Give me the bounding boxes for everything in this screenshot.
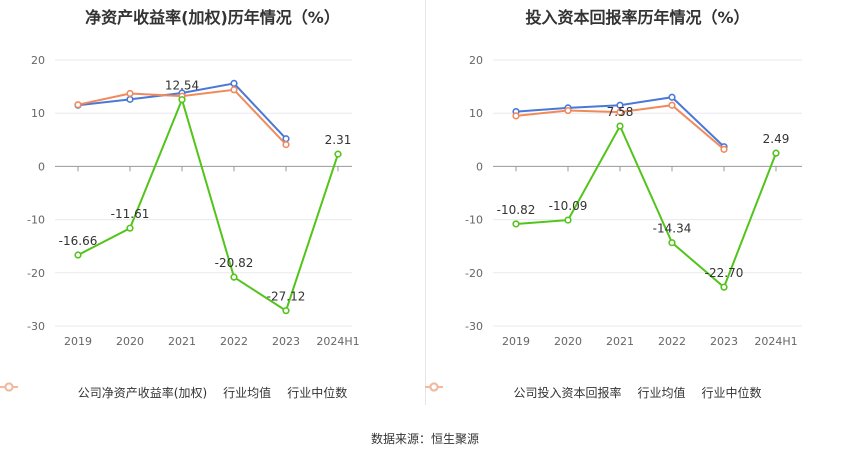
data-point	[230, 86, 238, 94]
data-label: -14.34	[653, 222, 692, 236]
series-line	[77, 96, 339, 313]
data-point	[616, 101, 624, 109]
orange-line-marker-icon	[0, 382, 18, 392]
data-point	[772, 149, 780, 157]
data-point	[616, 122, 624, 130]
y-tick-label: -10	[465, 214, 483, 227]
data-point	[178, 96, 186, 104]
data-point	[668, 93, 676, 101]
data-point	[720, 145, 728, 153]
data-point	[74, 251, 82, 259]
y-tick-label: 20	[31, 54, 45, 67]
data-label: 2.31	[325, 133, 352, 147]
data-point	[282, 140, 290, 149]
legend-label: 行业均值	[223, 385, 272, 400]
legend-item-industry-median[interactable]: 行业中位数	[0, 382, 348, 401]
data-point	[126, 89, 134, 98]
panel-divider	[425, 0, 426, 405]
legend-item-industry-mean[interactable]: 行业均值	[0, 382, 272, 401]
data-point	[564, 216, 572, 224]
data-point	[512, 112, 520, 120]
x-tick-label: 2023	[710, 335, 738, 348]
y-tick-label: -10	[27, 214, 45, 227]
x-tick-label: 2024H1	[754, 335, 797, 348]
x-tick-label: 2022	[658, 335, 686, 348]
legend-item-industry-mean[interactable]: 行业均值	[425, 382, 686, 401]
y-tick-label: 20	[469, 54, 483, 67]
x-tick-label: 2020	[116, 335, 144, 348]
x-tick-label: 2020	[554, 335, 582, 348]
data-label: -20.82	[215, 256, 254, 270]
legend-item-industry-median[interactable]: 行业中位数	[425, 382, 762, 401]
data-label: 2.49	[763, 132, 790, 146]
y-tick-label: 10	[469, 107, 483, 120]
data-point	[126, 224, 134, 232]
y-tick-label: -30	[27, 320, 45, 333]
orange-line-marker-icon	[425, 382, 443, 392]
y-tick-label: 0	[476, 160, 483, 173]
legend-label: 行业均值	[637, 385, 686, 400]
chart-title: 净资产收益率(加权)历年情况（%）	[85, 8, 340, 27]
data-point	[564, 106, 572, 115]
data-source-note: 数据来源：恒生聚源	[370, 432, 479, 446]
data-point	[230, 273, 238, 281]
x-tick-label: 2023	[272, 335, 300, 348]
data-label: -16.66	[59, 234, 98, 248]
data-point	[282, 307, 290, 315]
data-label: -10.09	[549, 199, 588, 213]
legend-label: 行业中位数	[701, 385, 762, 400]
data-point	[668, 239, 676, 247]
series-line	[515, 123, 777, 289]
chart-title: 投入资本回报率历年情况（%）	[525, 8, 750, 27]
data-label: -10.82	[497, 203, 536, 217]
legend-label: 行业中位数	[287, 385, 348, 400]
legend-label: 公司净资产收益率(加权)	[77, 385, 208, 400]
y-tick-label: -20	[27, 267, 45, 280]
x-tick-label: 2021	[168, 335, 196, 348]
x-tick-label: 2024H1	[316, 335, 359, 348]
y-tick-label: 10	[31, 107, 45, 120]
x-tick-label: 2019	[64, 335, 92, 348]
data-label: 7.58	[607, 105, 634, 119]
data-point	[282, 135, 290, 143]
data-point	[126, 95, 134, 103]
legend-label: 公司投入资本回报率	[513, 385, 622, 400]
roic-legend: 公司投入资本回报率 行业均值 行业中位数	[425, 382, 850, 402]
data-label: 12.54	[165, 79, 199, 93]
roe-chart-panel: 净资产收益率(加权)历年情况（%） 20 10 0 -10 -20 -30 2019 2020…	[0, 0, 425, 410]
roe-chart-svg: 20 10 0 -10 -20 -30 2019 2020 2021 2022 2023 2024H1…	[27, 54, 360, 348]
data-point	[720, 283, 728, 291]
data-point	[668, 101, 676, 109]
x-tick-label: 2019	[502, 335, 530, 348]
y-tick-label: 0	[38, 160, 45, 173]
x-tick-label: 2022	[220, 335, 248, 348]
data-point	[334, 150, 342, 158]
roe-legend: 公司净资产收益率(加权) 行业均值 行业中位数	[0, 382, 425, 402]
y-tick-label: -20	[465, 267, 483, 280]
data-label: -22.70	[705, 266, 744, 280]
y-tick-label: -30	[465, 320, 483, 333]
data-point	[74, 101, 82, 109]
legend-item-company-roe[interactable]: 公司净资产收益率(加权)	[0, 382, 208, 401]
roic-chart-svg: 20 10 0 -10 -20 -30 2019 2020 2021 2022 2023 2024H1…	[465, 54, 802, 348]
data-label: -11.61	[111, 207, 150, 221]
data-point	[230, 79, 238, 88]
roic-chart-panel: 投入资本回报率历年情况（%） 20 10 0 -10 -20 -30 2019 2020 202…	[425, 0, 850, 410]
data-label: -27.12	[267, 290, 306, 304]
x-tick-label: 2021	[606, 335, 634, 348]
data-point	[512, 220, 520, 228]
legend-item-company-roic[interactable]: 公司投入资本回报率	[425, 382, 622, 401]
data-point	[616, 108, 624, 116]
